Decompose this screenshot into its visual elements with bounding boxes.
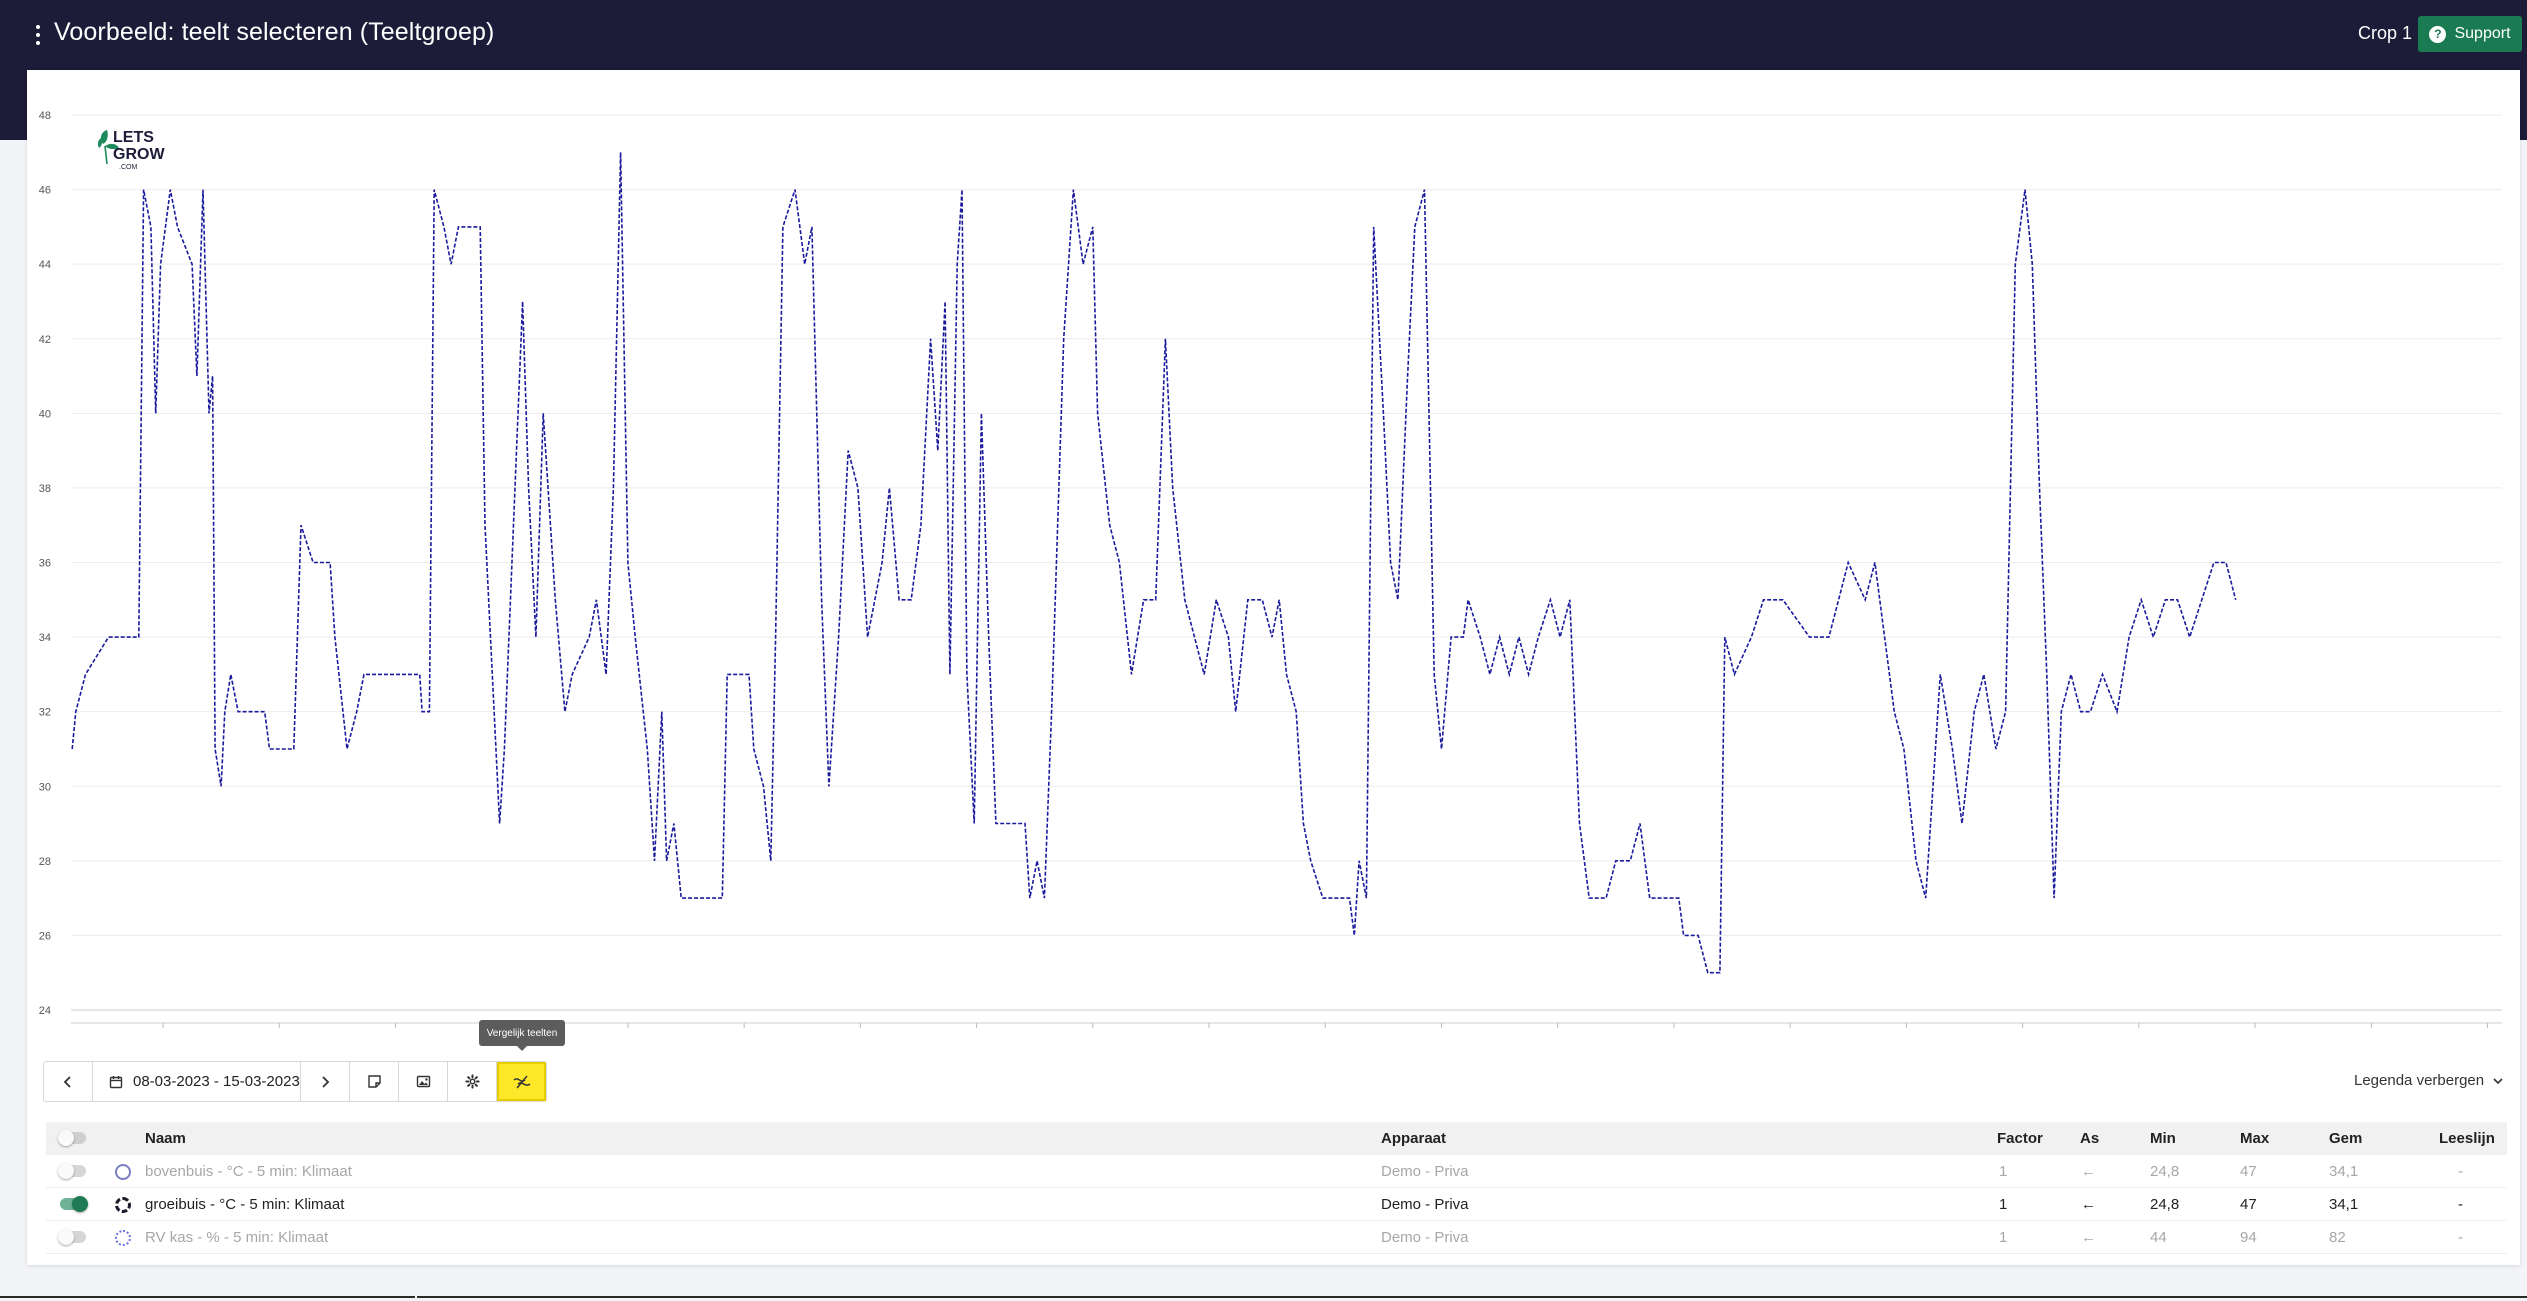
y-tick-label: 46 (39, 185, 51, 197)
next-period-button[interactable] (301, 1062, 350, 1101)
col-gem[interactable]: Gem (2329, 1130, 2363, 1147)
chevron-right-icon (322, 1075, 330, 1088)
kebab-menu-icon[interactable] (30, 22, 46, 48)
bottom-divider (0, 1295, 2527, 1299)
y-tick-label: 28 (39, 856, 51, 868)
series-name: groeibuis - °C - 5 min: Klimaat (145, 1196, 345, 1213)
y-tick-label: 32 (39, 707, 51, 719)
y-tick-label: 40 (39, 408, 51, 420)
chart-toolbar: 08-03-2023 - 15-03-2023 (43, 1061, 547, 1102)
y-tick-label: 26 (39, 930, 51, 942)
series-readline[interactable]: - (2458, 1229, 2463, 1246)
compare-icon (512, 1075, 530, 1088)
line-chart[interactable]: 2426283032343638404244464816:009. mrt.08… (27, 70, 2520, 1030)
calendar-icon (109, 1075, 123, 1088)
chevron-left-icon (63, 1075, 71, 1088)
series-min: 44 (2150, 1229, 2167, 1246)
series-min: 24,8 (2150, 1196, 2180, 1213)
question-icon: ? (2429, 25, 2447, 43)
series-name: bovenbuis - °C - 5 min: Klimaat (145, 1163, 352, 1180)
series-marker-icon (115, 1230, 131, 1246)
export-image-button[interactable] (399, 1062, 448, 1101)
col-max[interactable]: Max (2240, 1130, 2270, 1147)
series-factor[interactable]: 1 (1999, 1163, 2008, 1180)
series-readline[interactable]: - (2458, 1196, 2463, 1213)
series-device: Demo - Priva (1381, 1196, 1469, 1213)
series-device: Demo - Priva (1381, 1229, 1469, 1246)
series-avg: 34,1 (2329, 1163, 2359, 1180)
series-axis-arrow-icon[interactable]: ← (2081, 1163, 2096, 1180)
gear-icon (464, 1074, 480, 1089)
legend-row: RV kas - % - 5 min: Klimaat Demo - Priva… (46, 1221, 2507, 1254)
col-apparaat[interactable]: Apparaat (1381, 1130, 1447, 1147)
date-range-label: 08-03-2023 - 15-03-2023 (133, 1073, 300, 1090)
series-max: 94 (2240, 1229, 2257, 1246)
previous-period-button[interactable] (44, 1062, 93, 1101)
compare-crops-button[interactable] (497, 1062, 546, 1101)
series-max: 47 (2240, 1163, 2257, 1180)
series-readline[interactable]: - (2458, 1163, 2463, 1180)
series-axis-arrow-icon[interactable]: ← (2081, 1229, 2096, 1246)
series-max: 47 (2240, 1196, 2257, 1213)
series-avg: 82 (2329, 1229, 2346, 1246)
y-tick-label: 42 (39, 334, 51, 346)
legend-toggle-button[interactable]: Legenda verbergen (2354, 1072, 2504, 1089)
chevron-down-icon (2493, 1077, 2503, 1084)
compare-tooltip: Vergelijk teelten (479, 1020, 565, 1051)
y-tick-label: 34 (39, 632, 51, 644)
y-tick-label: 36 (39, 558, 51, 570)
series-avg: 34,1 (2329, 1196, 2359, 1213)
date-range-picker[interactable]: 08-03-2023 - 15-03-2023 (93, 1062, 301, 1101)
toggle-all-switch[interactable] (58, 1130, 86, 1146)
col-naam[interactable]: Naam (145, 1130, 186, 1147)
series-line (71, 152, 2237, 974)
notes-button[interactable] (350, 1062, 399, 1101)
series-min: 24,8 (2150, 1163, 2180, 1180)
note-icon (367, 1075, 381, 1088)
legend-table: Naam Apparaat Factor As Min Max Gem Lees… (46, 1122, 2507, 1254)
y-tick-label: 48 (39, 110, 51, 122)
legend-row: bovenbuis - °C - 5 min: Klimaat Demo - P… (46, 1155, 2507, 1188)
series-toggle-switch[interactable] (58, 1229, 86, 1245)
series-marker-icon (115, 1164, 131, 1180)
support-button[interactable]: ? Support (2418, 16, 2522, 52)
series-toggle-switch[interactable] (60, 1196, 88, 1212)
series-factor[interactable]: 1 (1999, 1196, 2008, 1213)
image-icon (416, 1075, 430, 1088)
series-name: RV kas - % - 5 min: Klimaat (145, 1229, 329, 1246)
series-device: Demo - Priva (1381, 1163, 1469, 1180)
series-marker-icon (115, 1197, 131, 1213)
legend-header-row: Naam Apparaat Factor As Min Max Gem Lees… (46, 1122, 2507, 1155)
legend-row: groeibuis - °C - 5 min: Klimaat Demo - P… (46, 1188, 2507, 1221)
col-as[interactable]: As (2080, 1130, 2100, 1147)
letsgrow-logo: LETS GROW .COM (97, 129, 165, 171)
svg-text:GROW: GROW (113, 146, 165, 163)
legend-toggle-label: Legenda verbergen (2354, 1072, 2485, 1089)
y-tick-label: 38 (39, 483, 51, 495)
series-axis-arrow-icon[interactable]: ← (2081, 1196, 2096, 1213)
y-tick-label: 44 (39, 259, 51, 271)
page-title: Voorbeeld: teelt selecteren (Teeltgroep) (54, 18, 495, 46)
svg-text:.COM: .COM (119, 164, 137, 171)
series-toggle-switch[interactable] (58, 1163, 86, 1179)
col-leeslijn[interactable]: Leeslijn (2439, 1130, 2495, 1147)
y-tick-label: 24 (39, 1005, 51, 1017)
col-factor[interactable]: Factor (1997, 1130, 2043, 1147)
svg-text:LETS: LETS (113, 129, 154, 146)
support-label: Support (2454, 25, 2511, 42)
crop-selector[interactable]: Crop 1 (2358, 23, 2413, 43)
y-tick-label: 30 (39, 781, 51, 793)
series-factor[interactable]: 1 (1999, 1229, 2008, 1246)
settings-button[interactable] (448, 1062, 497, 1101)
col-min[interactable]: Min (2150, 1130, 2176, 1147)
